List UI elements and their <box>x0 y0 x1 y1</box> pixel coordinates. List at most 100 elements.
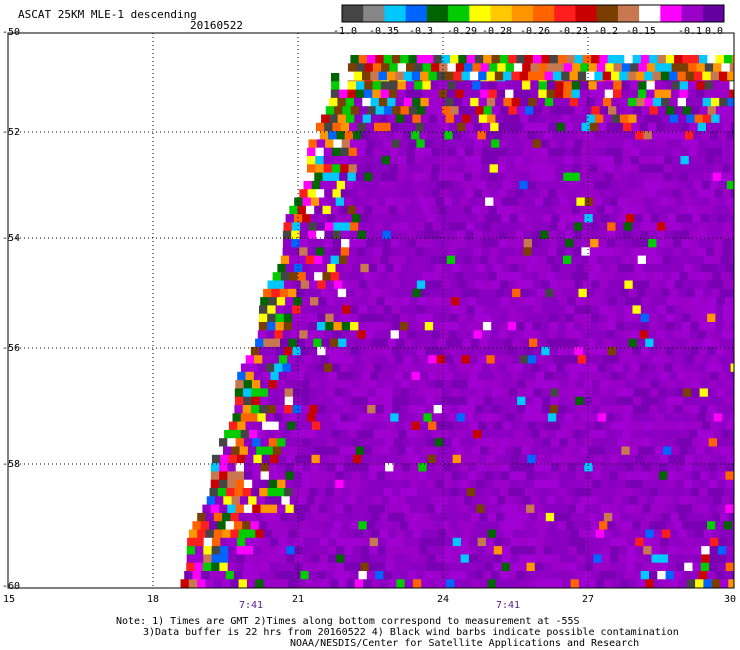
data-cell <box>531 122 541 132</box>
data-cell <box>459 463 469 472</box>
data-cell <box>398 156 407 165</box>
data-cell <box>433 106 443 115</box>
data-cell <box>297 272 307 281</box>
data-cell <box>345 421 354 431</box>
data-cell <box>554 205 564 215</box>
data-cell <box>720 272 730 281</box>
data-cell <box>275 521 285 530</box>
data-cell <box>617 479 627 489</box>
data-cell <box>347 63 357 72</box>
data-cell <box>497 81 506 90</box>
data-cell <box>373 247 383 256</box>
data-cell <box>706 139 716 149</box>
data-cell <box>520 529 530 539</box>
data-cell <box>305 255 315 265</box>
data-cell <box>388 529 397 539</box>
data-cell <box>296 512 306 522</box>
data-cell <box>456 363 466 373</box>
data-cell <box>346 512 356 522</box>
data-cell <box>469 355 479 364</box>
data-cell <box>568 546 578 555</box>
data-cell <box>487 114 496 124</box>
data-cell <box>299 330 308 339</box>
data-cell <box>343 504 353 514</box>
data-cell <box>499 55 509 64</box>
data-cell <box>663 63 672 72</box>
data-cell <box>700 263 710 273</box>
data-cell <box>590 313 600 323</box>
data-cell <box>298 496 307 505</box>
data-cell <box>431 147 441 157</box>
data-cell <box>705 413 715 422</box>
data-cell <box>466 222 475 232</box>
data-cell <box>530 446 539 456</box>
data-cell <box>415 189 425 198</box>
data-cell <box>542 396 551 406</box>
data-cell <box>596 81 606 90</box>
data-cell <box>473 247 483 256</box>
data-cell <box>492 396 501 406</box>
data-cell <box>259 305 268 315</box>
data-cell <box>599 346 609 356</box>
data-cell <box>664 330 674 339</box>
colorbar-swatch <box>554 5 576 22</box>
data-cell <box>465 230 475 240</box>
data-cell <box>604 172 614 182</box>
data-cell <box>694 288 704 298</box>
data-cell <box>497 496 506 505</box>
data-cell <box>563 63 573 72</box>
data-cell <box>394 371 404 381</box>
data-cell <box>335 214 345 223</box>
data-cell <box>541 346 550 356</box>
data-cell <box>563 446 572 456</box>
data-cell <box>521 255 531 265</box>
data-cell <box>442 396 452 406</box>
data-cell <box>515 189 524 198</box>
data-cell <box>543 131 553 140</box>
data-cell <box>538 81 548 90</box>
data-cell <box>710 371 719 381</box>
data-cell <box>547 147 557 157</box>
data-cell <box>186 562 195 572</box>
data-cell <box>397 255 406 265</box>
data-cell <box>394 454 404 464</box>
data-cell <box>285 380 294 389</box>
data-cell <box>596 172 606 182</box>
data-cell <box>387 97 396 107</box>
data-cell <box>488 205 498 215</box>
data-cell <box>481 156 490 165</box>
data-cell <box>666 405 675 414</box>
data-cell <box>325 521 334 530</box>
data-cell <box>220 537 229 547</box>
data-cell <box>275 322 285 331</box>
data-cell <box>537 288 546 298</box>
data-cell <box>574 405 584 414</box>
data-cell <box>450 346 459 356</box>
data-cell <box>514 164 524 173</box>
data-cell <box>659 471 668 481</box>
data-cell <box>731 239 734 248</box>
data-cell <box>673 139 683 149</box>
data-cell <box>432 222 442 232</box>
data-cell <box>676 554 686 564</box>
data-cell <box>441 521 451 530</box>
data-cell <box>674 55 683 64</box>
data-cell <box>560 180 570 190</box>
data-cell <box>619 97 629 107</box>
data-cell <box>260 438 270 447</box>
data-cell <box>524 405 534 414</box>
data-cell <box>337 97 347 107</box>
data-cell <box>205 512 215 522</box>
data-cell <box>512 579 522 588</box>
data-cell <box>357 330 367 339</box>
data-cell <box>444 537 454 547</box>
data-cell <box>574 222 583 232</box>
data-cell <box>505 81 515 90</box>
data-cell <box>197 529 206 539</box>
data-cell <box>658 380 668 389</box>
data-cell <box>259 405 268 414</box>
data-cell <box>478 288 488 298</box>
data-cell <box>396 512 406 522</box>
data-cell <box>563 89 572 99</box>
data-cell <box>556 247 566 256</box>
